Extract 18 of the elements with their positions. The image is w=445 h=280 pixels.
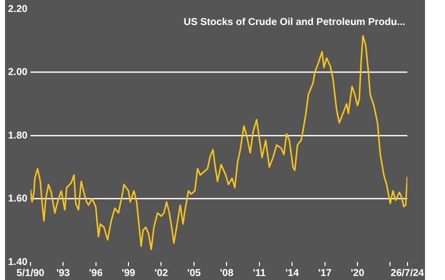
y-tick-label: 2.00 xyxy=(8,67,28,78)
y-tick-label: 1.40 xyxy=(8,256,28,268)
x-tick-label: '02 xyxy=(154,268,168,279)
y-tick-label: 2.20 xyxy=(8,4,28,15)
x-tick-label: '17 xyxy=(318,268,332,279)
y-tick-label: 1.80 xyxy=(8,130,28,142)
x-tick-label: '20 xyxy=(350,268,365,279)
x-tick-label: '96 xyxy=(89,268,103,279)
x-tick-label: '05 xyxy=(187,268,202,279)
y-tick-label: 1.60 xyxy=(8,194,28,204)
text: US Stocks of Crude Oil and Petroleum Produ... xyxy=(184,16,406,28)
x-tick-label: '93 xyxy=(56,268,70,279)
x-tick-label: '11 xyxy=(252,268,266,279)
x-tick-label: '14 xyxy=(285,268,300,279)
x-tick-label: '08 xyxy=(220,268,234,279)
x-tick-label: '99 xyxy=(122,268,136,279)
x-tick-label: 26/7/24 xyxy=(390,268,424,279)
x-tick-label: 5/1/90 xyxy=(16,268,45,279)
